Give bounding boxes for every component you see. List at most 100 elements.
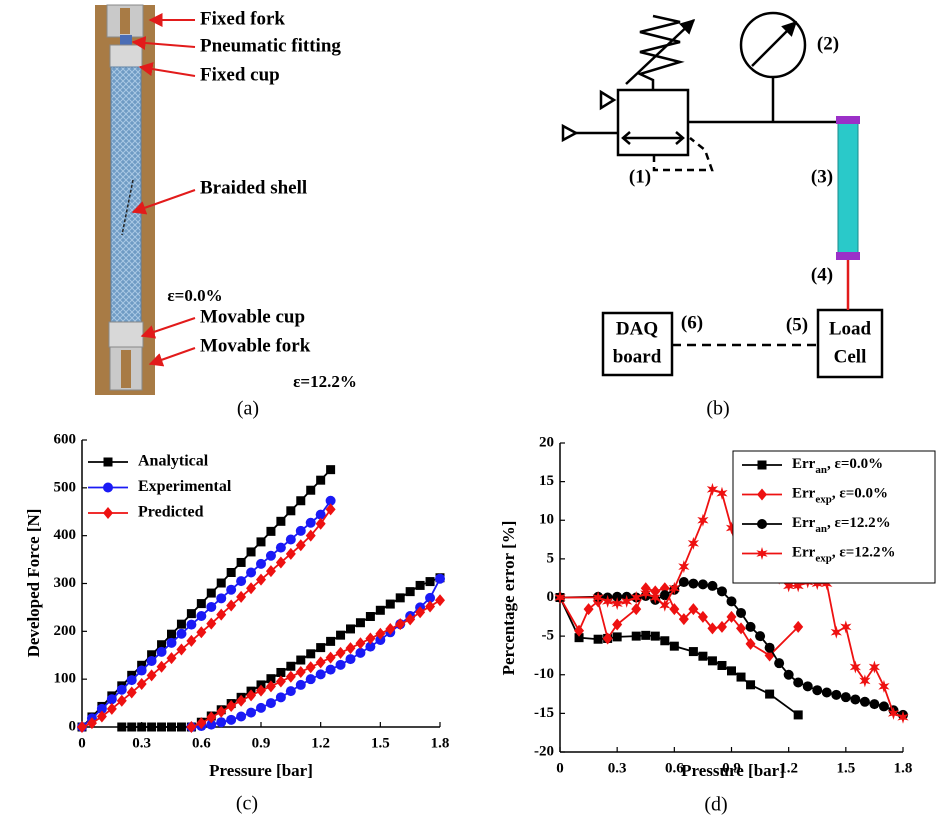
marker	[276, 692, 286, 702]
marker	[167, 638, 177, 648]
marker	[717, 586, 727, 596]
marker	[765, 690, 774, 699]
marker	[641, 631, 650, 640]
marker	[276, 676, 286, 688]
marker	[803, 681, 813, 691]
marker	[794, 710, 803, 719]
photo-label: Pneumatic fitting	[200, 35, 341, 56]
marker	[117, 685, 127, 695]
marker	[296, 526, 306, 536]
marker	[396, 593, 405, 602]
marker	[755, 631, 765, 641]
marker	[306, 518, 316, 528]
marker	[736, 608, 746, 618]
legend-label-rest: , ε=12.2%	[832, 545, 896, 561]
marker	[216, 717, 226, 727]
marker	[346, 654, 356, 664]
y-tick-label: 0	[547, 589, 555, 605]
marker	[276, 517, 285, 526]
marker	[226, 715, 236, 725]
marker	[207, 589, 216, 598]
marker	[286, 534, 296, 544]
photo-label: Movable cup	[200, 306, 305, 327]
marker	[346, 642, 356, 654]
x-tick-label: 1.8	[431, 735, 450, 751]
x-axis-label: Pressure [bar]	[209, 761, 313, 780]
photo	[95, 5, 155, 395]
marker	[707, 581, 717, 591]
y-tick-label: 300	[54, 575, 77, 591]
marker	[727, 666, 736, 675]
legend-marker	[104, 458, 113, 467]
y-axis-label: Percentage error [%]	[499, 521, 518, 676]
marker	[217, 579, 226, 588]
photo-label: Fixed fork	[200, 8, 285, 29]
marker	[860, 697, 870, 707]
marker	[117, 723, 126, 732]
y-tick-label: -10	[534, 666, 554, 682]
marker	[236, 576, 246, 586]
marker	[822, 688, 832, 698]
marker	[737, 673, 746, 682]
marker	[177, 723, 186, 732]
x-tick-label: 0.9	[252, 735, 271, 751]
legend-label-sub: exp	[815, 552, 832, 564]
marker	[326, 465, 335, 474]
marker	[206, 602, 216, 612]
marker	[226, 585, 236, 595]
diagram-number: (1)	[629, 166, 651, 187]
marker	[355, 648, 365, 658]
x-tick-label: 0	[556, 760, 564, 776]
marker	[336, 647, 346, 659]
marker	[697, 514, 708, 527]
marker	[688, 537, 699, 550]
annotation: ε=12.2%	[293, 372, 357, 391]
marker	[266, 698, 276, 708]
x-tick-label: 0.6	[192, 735, 211, 751]
marker	[127, 723, 136, 732]
marker	[356, 618, 365, 627]
marker	[236, 711, 246, 721]
muscle	[836, 116, 860, 310]
legend-label-rest: , ε=0.0%	[832, 486, 888, 502]
y-tick-label: -20	[534, 743, 554, 759]
legend-marker	[757, 519, 767, 529]
marker	[670, 642, 679, 651]
marker	[266, 551, 276, 561]
marker	[850, 694, 860, 704]
marker	[147, 723, 156, 732]
marker	[716, 487, 727, 500]
marker	[107, 694, 117, 704]
marker	[336, 660, 346, 670]
marker	[765, 643, 775, 653]
marker	[316, 643, 325, 652]
marker	[157, 647, 167, 657]
x-tick-label: 1.2	[311, 735, 330, 751]
marker	[659, 599, 670, 612]
marker	[306, 661, 316, 673]
panel-caption: (d)	[704, 794, 727, 816]
y-tick-label: 100	[54, 671, 77, 687]
panel-caption: (a)	[237, 398, 259, 420]
legend-marker	[758, 461, 767, 470]
legend-label: Experimental	[138, 478, 232, 495]
marker	[296, 680, 306, 690]
marker	[426, 577, 435, 586]
marker	[237, 558, 246, 567]
marker	[774, 658, 784, 668]
marker	[727, 596, 737, 606]
y-tick-label: 10	[539, 512, 554, 528]
legend: Erran, ε=0.0%Errexp, ε=0.0%Erran, ε=12.2…	[733, 451, 935, 583]
marker	[631, 603, 641, 615]
marker	[435, 594, 445, 606]
marker	[137, 723, 146, 732]
marker	[247, 547, 256, 556]
marker	[227, 568, 236, 577]
marker	[831, 626, 842, 639]
box-label: DAQ	[616, 318, 658, 339]
y-tick-label: 500	[54, 479, 77, 495]
diagram-number: (6)	[681, 312, 703, 333]
y-tick-label: 400	[54, 527, 77, 543]
y-axis-label: Developed Force [N]	[24, 509, 43, 658]
marker	[296, 666, 306, 678]
